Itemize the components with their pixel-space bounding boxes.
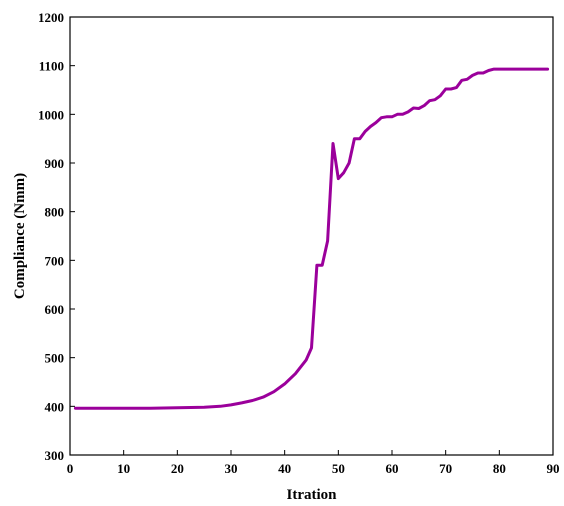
- x-tick-label: 10: [117, 461, 130, 476]
- compliance-series-line: [73, 67, 550, 410]
- y-tick-label: 900: [45, 156, 65, 171]
- y-tick-label: 500: [45, 351, 65, 366]
- ticks-layer: 0 10 20 30 40 50 60 70 80 90 300 400 500 600 700 800 900…: [38, 10, 560, 476]
- y-tick-label: 1100: [39, 59, 64, 74]
- y-tick-label: 800: [45, 205, 65, 220]
- y-tick-label: 300: [45, 448, 65, 463]
- x-tick-label: 0: [67, 461, 74, 476]
- x-tick-label: 70: [439, 461, 452, 476]
- y-tick-label: 1200: [38, 10, 64, 25]
- x-axis-label: Itration: [287, 487, 338, 503]
- plot-frame: [69, 16, 554, 456]
- y-tick-label: 700: [45, 253, 65, 268]
- y-tick-label: 600: [45, 302, 65, 317]
- x-tick-label: 80: [493, 461, 506, 476]
- x-tick-label: 90: [547, 461, 560, 476]
- x-tick-label: 40: [278, 461, 291, 476]
- x-tick-label: 50: [332, 461, 345, 476]
- series-layer: [73, 67, 550, 410]
- y-axis-label: Compliance (Nmm): [12, 173, 28, 299]
- x-tick-label: 60: [386, 461, 399, 476]
- x-tick-label: 30: [225, 461, 238, 476]
- y-tick-label: 1000: [38, 107, 64, 122]
- x-tick-label: 20: [171, 461, 184, 476]
- y-tick-label: 400: [45, 399, 65, 414]
